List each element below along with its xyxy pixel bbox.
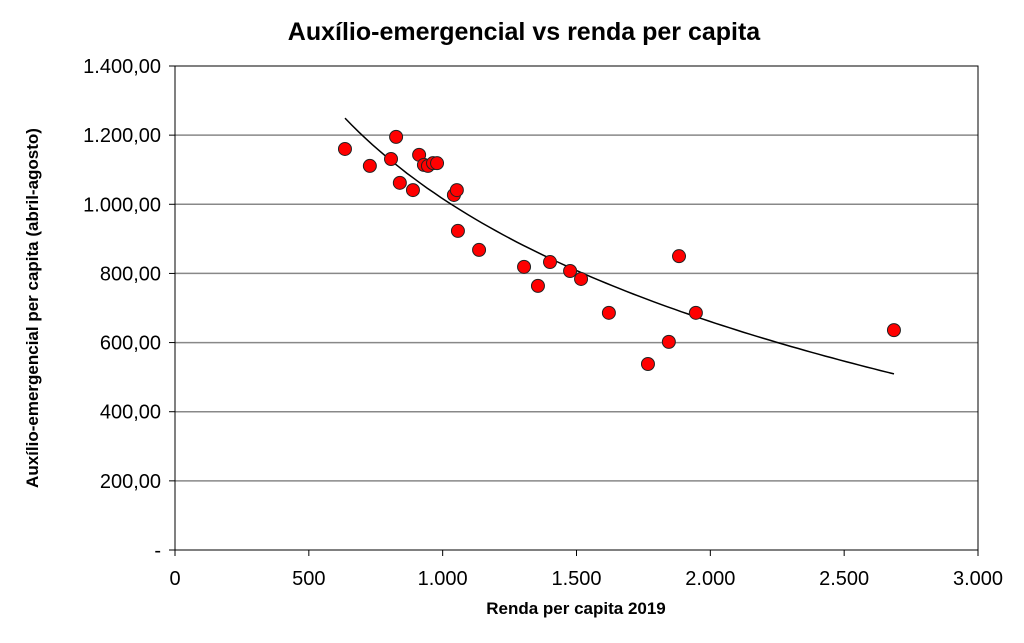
data-point [563, 264, 578, 279]
x-axis: 0 500 1.000 1.500 2.000 2.500 3.000 [169, 550, 1003, 590]
x-axis-label: Renda per capita 2019 [486, 599, 666, 618]
x-tick-label: 2.000 [685, 568, 735, 590]
data-point [574, 271, 589, 286]
data-point [688, 305, 703, 320]
y-tick-label: 1.200,00 [83, 125, 161, 147]
grid-lines [175, 134, 978, 482]
y-tick-label: 400,00 [100, 402, 161, 424]
x-tick-label: 3.000 [953, 568, 1003, 590]
x-tick-label: 500 [292, 568, 325, 590]
data-point [384, 151, 399, 166]
data-point [543, 255, 558, 270]
data-point [530, 278, 545, 293]
data-point [392, 175, 407, 190]
data-point [430, 156, 445, 171]
data-point [362, 158, 377, 173]
trendline [344, 117, 895, 375]
data-point [389, 129, 404, 144]
y-axis: - 200,00 400,00 600,00 800,00 1.000,00 1.200,0… [83, 56, 175, 562]
data-point [405, 183, 420, 198]
x-tick-label: 0 [169, 568, 180, 590]
data-point [886, 323, 901, 338]
data-point [661, 334, 676, 349]
data-point [449, 183, 464, 198]
y-tick-label: 800,00 [100, 263, 161, 285]
data-point [450, 223, 465, 238]
y-axis-label: Auxílio-emergencial per capita (abril-ag… [23, 128, 42, 488]
y-tick-label: 1.400,00 [83, 56, 161, 78]
y-tick-label: 600,00 [100, 333, 161, 355]
data-point [640, 357, 655, 372]
data-point [517, 259, 532, 274]
y-tick-label: - [154, 540, 161, 562]
data-point [601, 305, 616, 320]
plot-area [174, 65, 979, 551]
data-point [472, 242, 487, 257]
data-point [672, 249, 687, 264]
x-tick-label: 1.500 [551, 568, 601, 590]
chart-title: Auxílio-emergencial vs renda per capita [288, 18, 761, 46]
x-tick-label: 1.000 [418, 568, 468, 590]
x-tick-label: 2.500 [819, 568, 869, 590]
y-tick-label: 200,00 [100, 471, 161, 493]
data-points [337, 129, 901, 372]
y-tick-label: 1.000,00 [83, 194, 161, 216]
data-point [337, 141, 352, 156]
